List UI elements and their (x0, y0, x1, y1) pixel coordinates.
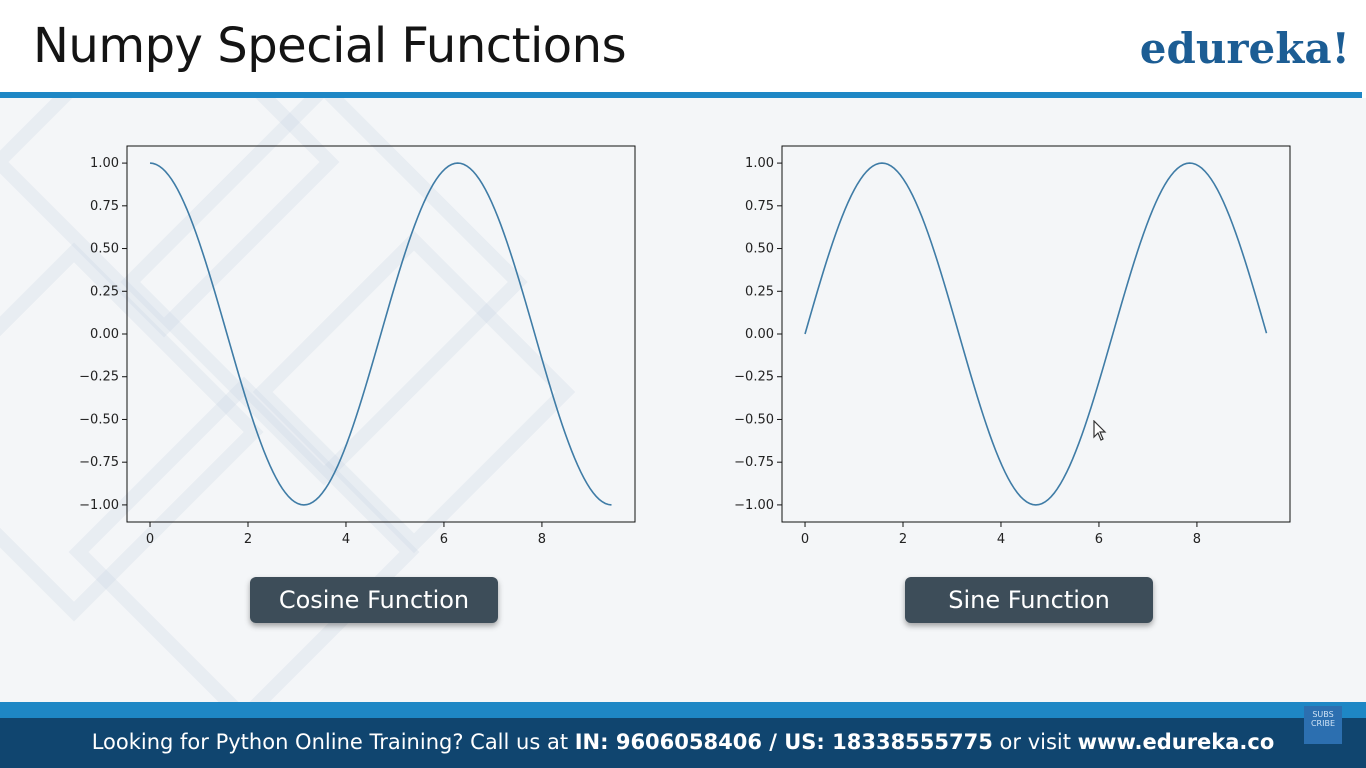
cosine-chart: 1.00 0.75 0.50 0.25 0.00 −0.25 −0.50 −0.75 −1.00… (79, 145, 636, 547)
header-divider (0, 92, 1362, 98)
footer-prefix: Looking for Python Online Training? Call… (91, 730, 575, 754)
sine-chart: 1.00 0.75 0.50 0.25 0.00 −0.25 −0.50 −0.75 −1.00… (734, 145, 1291, 547)
footer-message: Looking for Python Online Training? Call… (0, 730, 1366, 754)
x-tick-label: 2 (899, 532, 907, 547)
x-tick-label: 4 (997, 532, 1005, 547)
y-tick-label: 0.75 (745, 199, 774, 214)
y-tick-label: 0.50 (745, 242, 774, 257)
x-tick-label: 6 (440, 532, 448, 547)
y-tick-label: 0.75 (90, 199, 119, 214)
edureka-logo: edureka! (1139, 24, 1350, 73)
y-tick-label: −0.25 (734, 370, 774, 385)
slide-title: Numpy Special Functions (33, 18, 627, 74)
y-tick-label: −0.25 (79, 370, 119, 385)
footer-middle: or visit (992, 730, 1078, 754)
y-tick-label: −1.00 (734, 498, 774, 513)
footer-phone: IN: 9606058406 / US: 18338555775 (574, 730, 993, 754)
y-tick-label: 1.00 (90, 156, 119, 171)
sine-series-line (804, 162, 1268, 506)
slide-header: Numpy Special Functions edureka! (0, 0, 1366, 98)
x-tick-label: 8 (538, 532, 546, 547)
x-tick-label: 0 (801, 532, 809, 547)
sine-function-button[interactable]: Sine Function (905, 577, 1153, 623)
y-tick-label: −0.50 (79, 412, 119, 427)
y-tick-label: 0.25 (90, 284, 119, 299)
mouse-cursor-icon (1093, 420, 1107, 441)
plot-frame (781, 145, 1291, 523)
footer-bar: Looking for Python Online Training? Call… (0, 718, 1366, 768)
x-tick-label: 8 (1193, 532, 1201, 547)
x-tick-label: 4 (342, 532, 350, 547)
y-tick-label: 0.00 (745, 327, 774, 342)
x-tick-label: 6 (1095, 532, 1103, 547)
footer-accent-band (0, 702, 1366, 718)
x-tick-label: 0 (146, 532, 154, 547)
y-tick-label: −1.00 (79, 498, 119, 513)
footer-website-link[interactable]: www.edureka.co (1077, 730, 1275, 754)
y-tick-label: 0.50 (90, 242, 119, 257)
cosine-series-line (149, 162, 612, 506)
cosine-function-button[interactable]: Cosine Function (250, 577, 498, 623)
y-tick-label: 1.00 (745, 156, 774, 171)
y-tick-label: −0.75 (734, 455, 774, 470)
y-tick-label: 0.25 (745, 284, 774, 299)
x-tick-label: 2 (244, 532, 252, 547)
y-tick-label: 0.00 (90, 327, 119, 342)
subscribe-badge[interactable]: SUBS CRIBE (1304, 706, 1342, 744)
y-tick-label: −0.75 (79, 455, 119, 470)
y-tick-label: −0.50 (734, 412, 774, 427)
